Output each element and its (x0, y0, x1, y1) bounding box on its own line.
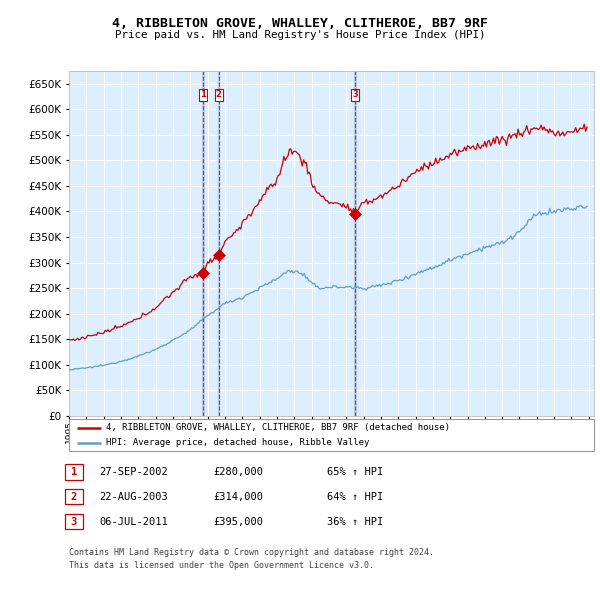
Text: 65% ↑ HPI: 65% ↑ HPI (327, 467, 383, 477)
Text: Contains HM Land Registry data © Crown copyright and database right 2024.: Contains HM Land Registry data © Crown c… (69, 548, 434, 558)
Text: 2: 2 (216, 90, 221, 100)
Text: 22-AUG-2003: 22-AUG-2003 (99, 492, 168, 502)
Text: 1: 1 (200, 90, 206, 100)
Text: 4, RIBBLETON GROVE, WHALLEY, CLITHEROE, BB7 9RF: 4, RIBBLETON GROVE, WHALLEY, CLITHEROE, … (112, 17, 488, 30)
Text: £314,000: £314,000 (213, 492, 263, 502)
Text: HPI: Average price, detached house, Ribble Valley: HPI: Average price, detached house, Ribb… (106, 438, 369, 447)
Text: 1: 1 (71, 467, 77, 477)
Text: 36% ↑ HPI: 36% ↑ HPI (327, 517, 383, 526)
FancyBboxPatch shape (69, 419, 594, 451)
Bar (355, 71, 356, 416)
Bar (218, 71, 220, 416)
Text: 27-SEP-2002: 27-SEP-2002 (99, 467, 168, 477)
Text: 06-JUL-2011: 06-JUL-2011 (99, 517, 168, 526)
Text: Price paid vs. HM Land Registry's House Price Index (HPI): Price paid vs. HM Land Registry's House … (115, 31, 485, 40)
Text: 64% ↑ HPI: 64% ↑ HPI (327, 492, 383, 502)
Bar (202, 71, 204, 416)
Text: 3: 3 (71, 517, 77, 526)
Text: 4, RIBBLETON GROVE, WHALLEY, CLITHEROE, BB7 9RF (detached house): 4, RIBBLETON GROVE, WHALLEY, CLITHEROE, … (106, 423, 450, 432)
Text: This data is licensed under the Open Government Licence v3.0.: This data is licensed under the Open Gov… (69, 560, 374, 570)
Text: 2: 2 (71, 492, 77, 502)
Text: £395,000: £395,000 (213, 517, 263, 526)
Text: £280,000: £280,000 (213, 467, 263, 477)
Text: 3: 3 (352, 90, 358, 100)
